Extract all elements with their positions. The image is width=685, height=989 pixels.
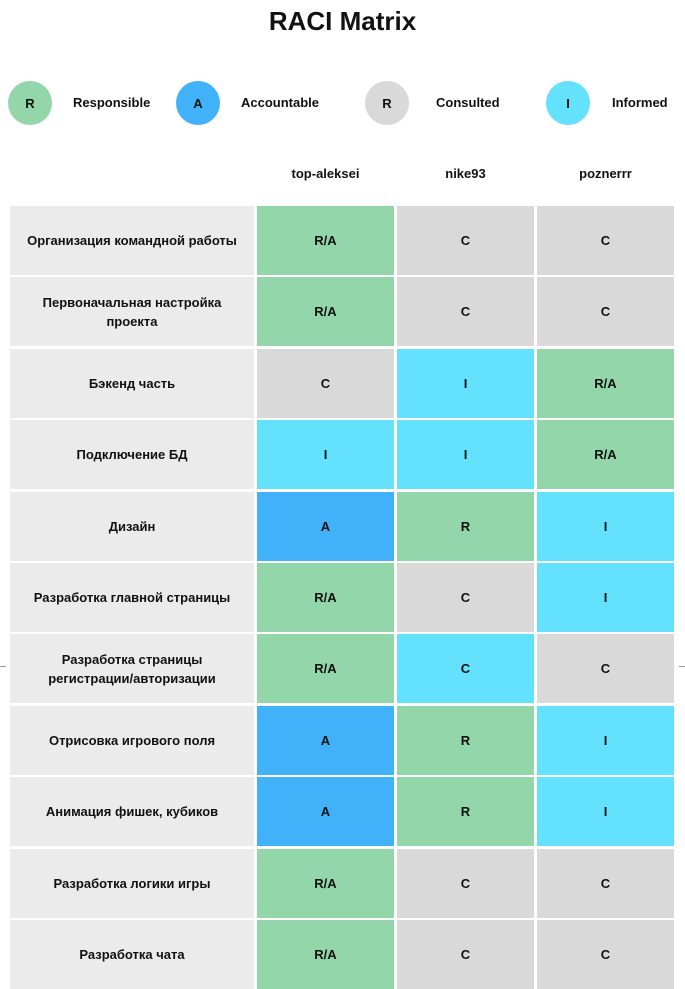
raci-cell-poznerrr: C: [537, 849, 674, 918]
raci-cell-nike93: C: [397, 634, 534, 703]
task-label: Разработка главной страницы: [10, 563, 254, 632]
task-label: Бэкенд часть: [10, 349, 254, 418]
raci-cell-nike93: R: [397, 706, 534, 775]
legend-accountable-label: Accountable: [241, 95, 320, 110]
raci-cell-top-aleksei: C: [257, 349, 394, 418]
raci-cell-poznerrr: R/A: [537, 349, 674, 418]
raci-cell-nike93: C: [397, 206, 534, 275]
raci-cell-poznerrr: C: [537, 206, 674, 275]
raci-cell-top-aleksei: I: [257, 420, 394, 489]
raci-cell-top-aleksei: A: [257, 492, 394, 561]
column-header-top-aleksei: top-aleksei: [291, 166, 360, 181]
raci-cell-top-aleksei: A: [257, 777, 394, 846]
raci-cell-nike93: R: [397, 777, 534, 846]
task-label: Дизайн: [10, 492, 254, 561]
raci-cell-poznerrr: C: [537, 634, 674, 703]
task-label: Организация командной работы: [10, 206, 254, 275]
page-edge-tick-right: [679, 666, 685, 667]
raci-cell-poznerrr: C: [537, 920, 674, 989]
raci-cell-top-aleksei: R/A: [257, 849, 394, 918]
raci-cell-top-aleksei: R/A: [257, 277, 394, 346]
task-label: Анимация фишек, кубиков: [10, 777, 254, 846]
raci-cell-nike93: C: [397, 563, 534, 632]
task-label: Разработка чата: [10, 920, 254, 989]
raci-cell-top-aleksei: R/A: [257, 563, 394, 632]
raci-cell-top-aleksei: R/A: [257, 634, 394, 703]
task-label: Разработка логики игры: [10, 849, 254, 918]
raci-cell-nike93: C: [397, 920, 534, 989]
raci-cell-top-aleksei: R/A: [257, 206, 394, 275]
legend-responsible-badge: R: [8, 81, 52, 125]
raci-cell-poznerrr: I: [537, 563, 674, 632]
raci-cell-nike93: I: [397, 349, 534, 418]
raci-cell-nike93: C: [397, 277, 534, 346]
legend-informed-label: Informed: [612, 95, 668, 110]
legend-informed-badge: I: [546, 81, 590, 125]
task-label: Отрисовка игрового поля: [10, 706, 254, 775]
raci-cell-poznerrr: R/A: [537, 420, 674, 489]
raci-cell-poznerrr: C: [537, 277, 674, 346]
raci-cell-poznerrr: I: [537, 492, 674, 561]
column-header-nike93: nike93: [445, 166, 486, 181]
legend-consulted-label: Consulted: [436, 95, 500, 110]
raci-cell-top-aleksei: A: [257, 706, 394, 775]
page-edge-tick-left: [0, 666, 6, 667]
column-header-poznerrr: poznerrr: [579, 166, 632, 181]
task-label: Разработка страницы регистрации/авториза…: [10, 634, 254, 703]
raci-cell-nike93: R: [397, 492, 534, 561]
raci-cell-poznerrr: I: [537, 777, 674, 846]
raci-cell-top-aleksei: R/A: [257, 920, 394, 989]
legend-responsible-label: Responsible: [73, 95, 151, 110]
raci-cell-poznerrr: I: [537, 706, 674, 775]
legend-accountable-badge: A: [176, 81, 220, 125]
task-label: Первоначальная настройка проекта: [10, 277, 254, 346]
task-label: Подключение БД: [10, 420, 254, 489]
raci-cell-nike93: I: [397, 420, 534, 489]
legend-consulted-badge: R: [365, 81, 409, 125]
page-title: RACI Matrix: [268, 6, 417, 36]
raci-cell-nike93: C: [397, 849, 534, 918]
